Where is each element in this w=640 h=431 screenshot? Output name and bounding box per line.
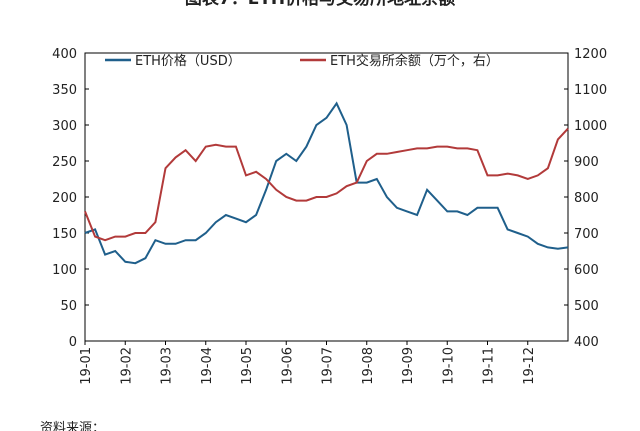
legend-label: ETH价格（USD） [135,53,241,69]
x-tick-label: 19-01 [79,347,94,385]
y-tick-label: 150 [52,227,77,242]
y2-tick-label: 900 [574,155,599,170]
legend-label: ETH交易所余额（万个，右） [330,53,499,69]
x-tick-label: 19-09 [401,347,416,385]
x-tick-label: 19-08 [361,347,376,385]
series-line [84,127,569,242]
y2-tick-label: 1000 [574,119,607,134]
y2-tick-label: 700 [574,227,599,242]
y-tick-label: 50 [60,299,77,314]
x-tick-label: 19-04 [200,347,215,385]
x-tick-label: 19-11 [482,347,497,385]
chart-title: 图表7：ETH价格与交易所地址余额 [185,0,455,9]
x-tick-label: 19-07 [321,347,336,385]
y-tick-label: 400 [52,47,77,62]
x-tick-label: 19-10 [441,347,456,385]
x-tick-label: 19-05 [240,347,255,385]
source-note: 资料来源： [40,421,105,431]
y2-tick-label: 500 [574,299,599,314]
y-tick-label: 300 [52,119,77,134]
y2-tick-label: 800 [574,191,599,206]
y2-tick-label: 600 [574,263,599,278]
y-tick-label: 350 [52,83,77,98]
x-tick-label: 19-06 [280,347,295,385]
y-tick-label: 0 [69,335,77,350]
y2-tick-label: 1200 [574,47,607,62]
y-tick-label: 200 [52,191,77,206]
x-tick-label: 19-02 [119,347,134,385]
x-tick-label: 19-03 [160,347,175,385]
y-tick-label: 250 [52,155,77,170]
y2-tick-label: 400 [574,335,599,350]
x-tick-label: 19-12 [522,347,537,385]
series-line [84,101,569,265]
y2-tick-label: 1100 [574,83,607,98]
y-tick-label: 100 [52,263,77,278]
